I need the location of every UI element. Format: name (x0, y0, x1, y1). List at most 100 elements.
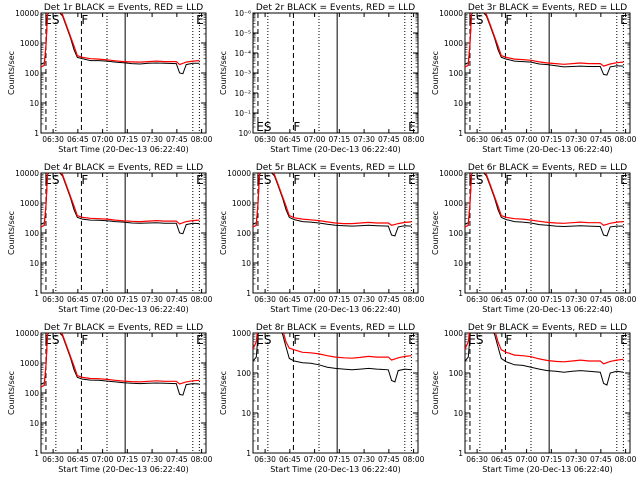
y-tick-label: 10⁰ (238, 129, 251, 138)
x-tick-label: 06:45 (491, 295, 513, 304)
events-series-line (253, 333, 412, 383)
event-marker-f: F (505, 333, 512, 347)
x-tick-label: 08:00 (615, 295, 637, 304)
x-tick-label: 07:00 (516, 295, 538, 304)
panel-title: Det 9r BLACK = Events, RED = LLD (468, 323, 627, 333)
panel-6: Det 6r BLACK = Events, RED = LLD Counts/s… (431, 163, 637, 314)
y-tick-label: 1000 (20, 359, 39, 368)
event-marker-e: E (408, 333, 416, 347)
y-tick-label: 1 (458, 449, 463, 458)
y-tick-label: 1 (34, 449, 39, 458)
event-marker-es: ES (256, 333, 271, 347)
y-axis-label: Counts/sec (431, 211, 440, 255)
x-tick-label: 07:45 (590, 295, 612, 304)
panel-title: Det 8r BLACK = Events, RED = LLD (256, 323, 415, 333)
event-marker-f: F (81, 173, 88, 187)
event-marker-f: F (293, 173, 300, 187)
panel-title: Det 7r BLACK = Events, RED = LLD (44, 323, 203, 333)
y-tick-label: 10⁻⁶ (234, 9, 251, 18)
x-tick-label: 06:30 (466, 455, 488, 464)
x-tick-label: 06:30 (42, 455, 64, 464)
x-tick-label: 07:00 (304, 295, 326, 304)
y-tick-label: 1000 (232, 329, 251, 338)
y-tick-label: 1000 (444, 199, 463, 208)
y-tick-label: 1 (34, 289, 39, 298)
y-tick-label: 1000 (20, 39, 39, 48)
x-tick-label: 07:15 (329, 295, 351, 304)
y-tick-label: 1 (458, 289, 463, 298)
x-tick-label: 07:45 (590, 135, 612, 144)
x-tick-label: 07:00 (516, 455, 538, 464)
panel-title: Det 4r BLACK = Events, RED = LLD (44, 163, 203, 173)
event-marker-es: ES (468, 333, 483, 347)
y-axis-label: Counts/sec (7, 371, 16, 415)
event-marker-e: E (196, 13, 204, 27)
x-axis-label: Start Time (20-Dec-13 06:22:40) (482, 305, 613, 314)
x-tick-label: 07:45 (166, 295, 188, 304)
x-axis-label: Start Time (20-Dec-13 06:22:40) (58, 305, 189, 314)
y-axis-label: Counts/sec (431, 371, 440, 415)
x-tick-label: 08:00 (191, 455, 213, 464)
x-tick-label: 08:00 (191, 135, 213, 144)
events-series-line (41, 13, 200, 75)
x-tick-label: 06:45 (491, 455, 513, 464)
panel-7: Det 7r BLACK = Events, RED = LLD Counts/s… (7, 323, 213, 474)
x-tick-label: 06:45 (279, 455, 301, 464)
panel-title: Det 3r BLACK = Events, RED = LLD (468, 3, 627, 13)
y-tick-label: 100 (25, 389, 40, 398)
event-marker-e: E (408, 173, 416, 187)
y-tick-label: 10⁻³ (234, 69, 251, 78)
events-series-line (41, 173, 200, 235)
x-tick-label: 06:45 (279, 135, 301, 144)
panel-2: Det 2r BLACK = Events, RED = LLD Counts/s… (219, 3, 425, 154)
x-tick-label: 08:00 (615, 455, 637, 464)
event-marker-e: E (408, 120, 416, 134)
events-series-line (465, 173, 624, 237)
x-tick-label: 07:30 (141, 135, 163, 144)
y-tick-label: 100 (237, 229, 252, 238)
lld-series-line (41, 333, 200, 388)
event-marker-es: ES (256, 120, 271, 134)
x-axis-label: Start Time (20-Dec-13 06:22:40) (270, 145, 401, 154)
x-axis-label: Start Time (20-Dec-13 06:22:40) (482, 465, 613, 474)
event-marker-es: ES (256, 173, 271, 187)
lld-series-line (465, 173, 624, 228)
x-tick-label: 06:45 (67, 455, 89, 464)
x-tick-label: 07:15 (541, 135, 563, 144)
x-tick-label: 07:00 (516, 135, 538, 144)
y-tick-label: 10000 (15, 329, 39, 338)
plot-frame (40, 332, 207, 454)
x-tick-label: 07:00 (92, 295, 114, 304)
y-axis-label: Counts/sec (219, 371, 228, 415)
plot-frame (252, 332, 419, 454)
plot-frame (252, 172, 419, 294)
lld-series-line (465, 13, 624, 68)
panel-3: Det 3r BLACK = Events, RED = LLD Counts/s… (431, 3, 637, 154)
x-tick-label: 06:45 (279, 295, 301, 304)
y-tick-label: 10000 (227, 169, 251, 178)
panel-title: Det 2r BLACK = Events, RED = LLD (256, 3, 415, 13)
y-axis-label: Counts/sec (7, 211, 16, 255)
x-tick-label: 07:15 (329, 135, 351, 144)
x-tick-label: 08:00 (403, 455, 425, 464)
x-tick-label: 07:30 (565, 135, 587, 144)
y-tick-label: 10 (29, 419, 39, 428)
event-marker-e: E (620, 173, 628, 187)
event-marker-f: F (505, 173, 512, 187)
y-tick-label: 1 (246, 449, 251, 458)
x-tick-label: 06:30 (254, 455, 276, 464)
event-marker-e: E (196, 173, 204, 187)
y-tick-label: 1000 (232, 199, 251, 208)
event-marker-e: E (620, 333, 628, 347)
x-tick-label: 07:30 (141, 455, 163, 464)
y-tick-label: 10 (29, 259, 39, 268)
y-axis-label: Counts/sec (219, 211, 228, 255)
panel-4: Det 4r BLACK = Events, RED = LLD Counts/s… (7, 163, 213, 314)
event-marker-e: E (620, 13, 628, 27)
x-tick-label: 08:00 (403, 135, 425, 144)
y-tick-label: 10000 (439, 169, 463, 178)
plot-frame (464, 12, 631, 134)
y-tick-label: 1000 (444, 39, 463, 48)
y-tick-label: 1000 (20, 199, 39, 208)
y-tick-label: 1000 (444, 329, 463, 338)
